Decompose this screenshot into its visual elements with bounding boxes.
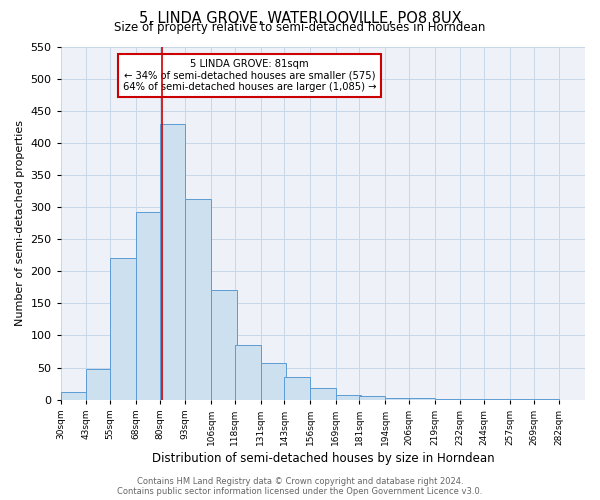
Bar (185, 200, 211, 400)
Bar (110, 258, 136, 400)
Bar (484, 399, 510, 400)
X-axis label: Distribution of semi-detached houses by size in Horndean: Distribution of semi-detached houses by … (152, 452, 494, 465)
Bar (235, 345, 260, 400)
Bar (160, 124, 185, 400)
Y-axis label: Number of semi-detached properties: Number of semi-detached properties (15, 120, 25, 326)
Bar (336, 395, 361, 400)
Text: 5, LINDA GROVE, WATERLOOVILLE, PO8 8UX: 5, LINDA GROVE, WATERLOOVILLE, PO8 8UX (139, 11, 461, 26)
Bar (460, 399, 486, 400)
Bar (533, 399, 559, 400)
Text: 5 LINDA GROVE: 81sqm
← 34% of semi-detached houses are smaller (575)
64% of semi: 5 LINDA GROVE: 81sqm ← 34% of semi-detac… (123, 59, 376, 92)
Bar (510, 399, 536, 400)
Text: Size of property relative to semi-detached houses in Horndean: Size of property relative to semi-detach… (115, 22, 485, 35)
Bar (260, 363, 286, 400)
Bar (136, 212, 161, 400)
Bar (284, 377, 310, 400)
Text: Contains HM Land Registry data © Crown copyright and database right 2024.
Contai: Contains HM Land Registry data © Crown c… (118, 476, 482, 496)
Bar (211, 290, 237, 400)
Bar (434, 399, 460, 400)
Bar (310, 388, 336, 400)
Bar (385, 398, 411, 400)
Bar (359, 396, 385, 400)
Bar (61, 392, 86, 400)
Bar (409, 398, 434, 400)
Bar (86, 369, 112, 400)
